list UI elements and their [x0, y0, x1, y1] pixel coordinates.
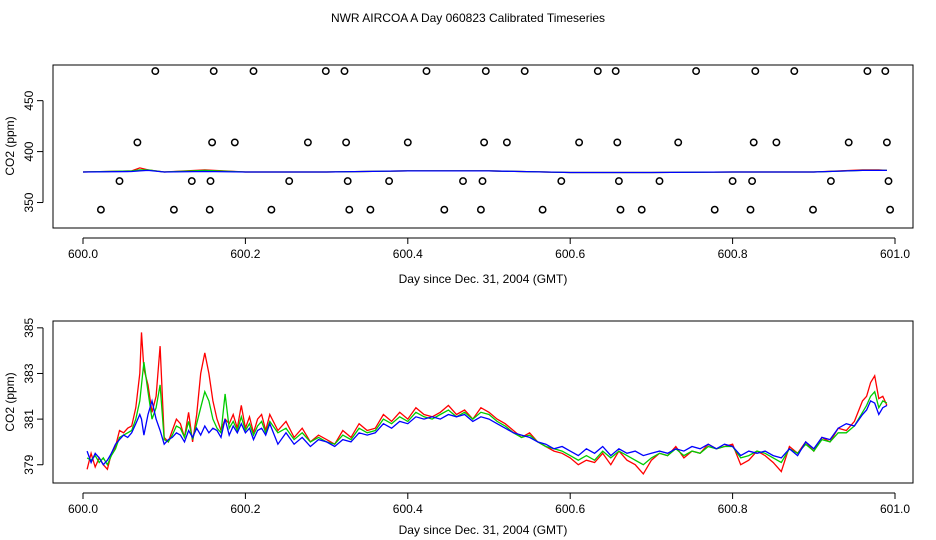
- calibration-point: [187, 177, 196, 186]
- calibration-point: [133, 138, 142, 147]
- calibration-point: [772, 138, 781, 147]
- calibration-point: [502, 138, 511, 147]
- calibration-point: [96, 205, 105, 214]
- x-tick-label: 600.0: [68, 502, 98, 516]
- calibration-point: [440, 205, 449, 214]
- calibration-point: [208, 138, 217, 147]
- calibration-point: [751, 67, 760, 76]
- calibration-point: [422, 67, 431, 76]
- calibration-point: [478, 177, 487, 186]
- calibration-point: [169, 205, 178, 214]
- calibration-point: [481, 67, 490, 76]
- calibration-point: [655, 177, 664, 186]
- calibration-point: [303, 138, 312, 147]
- y-tick-label: 381: [22, 409, 36, 429]
- calibration-point: [209, 67, 218, 76]
- calibration-point: [637, 205, 646, 214]
- calibration-point: [710, 205, 719, 214]
- calibration-point: [343, 177, 352, 186]
- series-line-1: [86, 362, 888, 467]
- calibration-point: [886, 205, 895, 214]
- y-axis-label: CO2 (ppm): [3, 116, 17, 175]
- calibration-point: [480, 138, 489, 147]
- calibration-point: [809, 205, 817, 214]
- calibration-point: [385, 177, 394, 186]
- x-tick-label: 600.4: [393, 247, 423, 261]
- plot-frame: [52, 320, 914, 484]
- calibration-point: [674, 138, 683, 147]
- calibration-point: [538, 205, 547, 214]
- calibration-point: [403, 138, 412, 147]
- calibration-point: [459, 177, 467, 186]
- x-tick-label: 601.0: [880, 247, 910, 261]
- x-tick-label: 600.2: [230, 502, 260, 516]
- calibration-point: [285, 177, 294, 186]
- calibration-point: [611, 67, 620, 76]
- calibration-point: [230, 138, 239, 147]
- calibration-point: [692, 67, 701, 76]
- y-tick-label: 400: [22, 141, 36, 161]
- calibration-point: [575, 138, 584, 147]
- x-tick-label: 600.4: [393, 502, 423, 516]
- y-axis-label: CO2 (ppm): [3, 372, 17, 431]
- calibration-point: [748, 177, 757, 186]
- calibration-point: [321, 67, 330, 76]
- calibration-point: [206, 177, 215, 186]
- calibration-point: [342, 138, 351, 147]
- calibration-point: [520, 67, 529, 76]
- calibration-point: [345, 205, 354, 214]
- calibration-point: [267, 205, 276, 214]
- series-line-2: [86, 398, 888, 466]
- calibration-point: [151, 67, 160, 76]
- x-tick-label: 600.0: [68, 247, 98, 261]
- calibration-point: [790, 67, 799, 76]
- calibration-point: [366, 205, 375, 214]
- calibration-point: [115, 177, 124, 186]
- calibration-point: [205, 205, 214, 214]
- chart-title: NWR AIRCOA A Day 060823 Calibrated Times…: [331, 11, 605, 25]
- calibration-point: [844, 138, 853, 147]
- calibration-point: [613, 138, 622, 147]
- y-tick-label: 383: [22, 363, 36, 383]
- calibration-point: [746, 205, 755, 214]
- y-tick-label: 379: [22, 454, 36, 474]
- calibration-point: [728, 177, 737, 186]
- calibration-point: [882, 138, 891, 147]
- calibration-point: [340, 67, 349, 76]
- calibration-point: [476, 205, 485, 214]
- calibration-point: [826, 177, 835, 186]
- x-axis-label: Day since Dec. 31, 2004 (GMT): [399, 523, 568, 537]
- calibration-point: [881, 67, 890, 76]
- x-tick-label: 601.0: [880, 502, 910, 516]
- calibration-point: [557, 177, 566, 186]
- x-tick-label: 600.6: [555, 247, 585, 261]
- y-tick-label: 385: [22, 318, 36, 338]
- x-tick-label: 600.8: [718, 247, 748, 261]
- calibration-point: [863, 67, 872, 76]
- y-tick-label: 350: [22, 192, 36, 212]
- x-axis-label: Day since Dec. 31, 2004 (GMT): [399, 272, 568, 286]
- calibration-point: [884, 177, 893, 186]
- calibration-point: [593, 67, 602, 76]
- y-tick-label: 450: [22, 90, 36, 110]
- calibration-point: [616, 205, 625, 214]
- x-tick-label: 600.8: [718, 502, 748, 516]
- calibration-point: [249, 67, 258, 76]
- plot-frame: [52, 64, 914, 229]
- calibration-point: [614, 177, 623, 186]
- panel-calibration: 600.0 600.2 600.4 600.6 600.8 601.0 350 400 450…: [3, 64, 914, 286]
- calibration-point: [749, 138, 758, 147]
- panel-timeseries: 600.0 600.2 600.4 600.6 600.8 601.0 379 381 383…: [3, 318, 914, 537]
- x-tick-label: 600.2: [230, 247, 260, 261]
- series-line-2: [82, 169, 887, 174]
- x-tick-label: 600.6: [555, 502, 585, 516]
